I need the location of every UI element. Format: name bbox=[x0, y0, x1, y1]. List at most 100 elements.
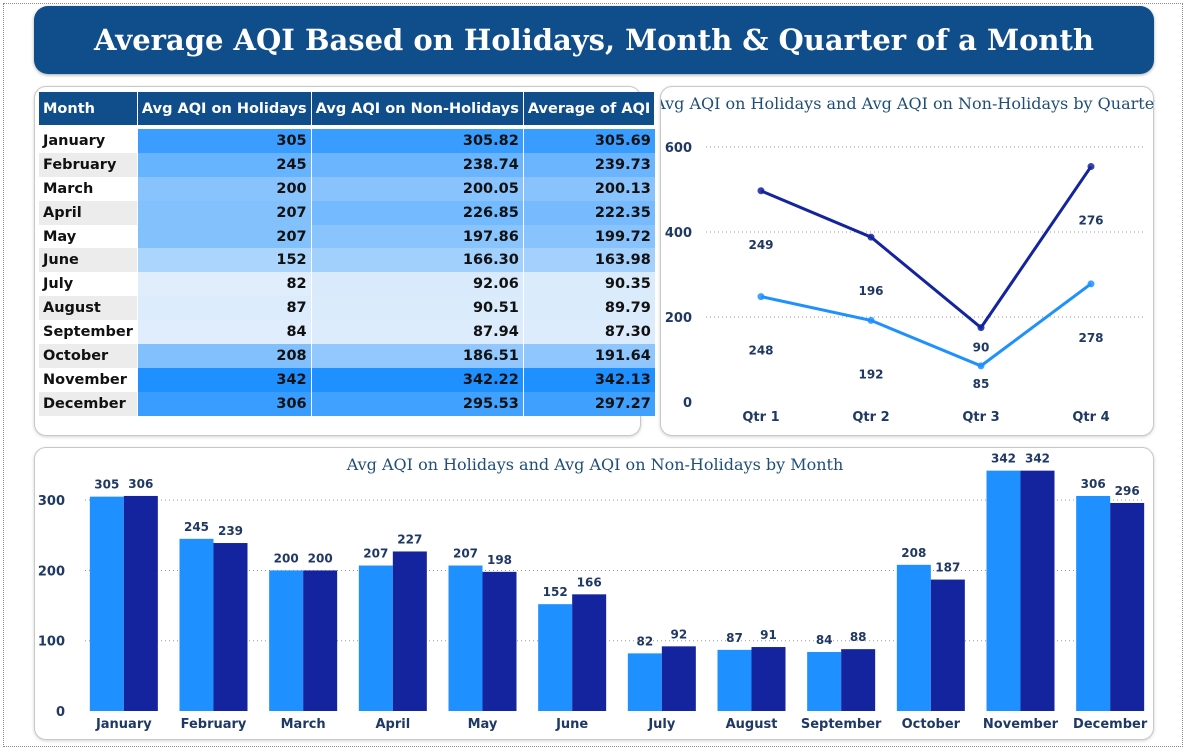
x-tick-label: Qtr 2 bbox=[852, 410, 889, 425]
table-header-cell: Avg AQI on Non-Holidays bbox=[311, 92, 524, 125]
data-label: 200 bbox=[308, 551, 333, 565]
x-tick-label: Qtr 1 bbox=[742, 410, 779, 425]
y-tick-label: 400 bbox=[665, 226, 692, 241]
table-header-cell: Avg AQI on Holidays bbox=[137, 92, 312, 125]
data-label: 200 bbox=[274, 551, 299, 565]
bar bbox=[661, 646, 696, 711]
data-label: 245 bbox=[184, 520, 209, 534]
table-row: July 82 92.06 90.35 bbox=[39, 272, 655, 297]
month-cell: March bbox=[39, 176, 138, 201]
table-row: March 200 200.05 200.13 bbox=[39, 176, 655, 201]
x-tick-label: Qtr 3 bbox=[962, 410, 999, 425]
value-cell: 239.73 bbox=[522, 152, 655, 177]
value-cell: 226.85 bbox=[310, 200, 524, 225]
data-point bbox=[1087, 280, 1095, 288]
data-label: 306 bbox=[1081, 477, 1106, 491]
value-cell: 222.35 bbox=[522, 200, 655, 225]
data-label: 88 bbox=[850, 630, 867, 644]
x-tick-label: October bbox=[902, 717, 961, 732]
value-cell: 238.74 bbox=[310, 152, 524, 177]
table-row: August 87 90.51 89.79 bbox=[39, 296, 655, 321]
data-label: 84 bbox=[816, 633, 833, 647]
dashboard-frame bbox=[3, 3, 1183, 747]
data-label: 192 bbox=[858, 367, 883, 381]
table-row: December 306 295.53 297.27 bbox=[39, 391, 655, 416]
bar bbox=[627, 653, 662, 711]
value-cell: 90.51 bbox=[310, 296, 524, 321]
dashboard-title: Average AQI Based on Holidays, Month & Q… bbox=[34, 6, 1154, 74]
value-cell: 200 bbox=[136, 176, 312, 201]
data-label: 85 bbox=[973, 377, 990, 391]
value-cell: 191.64 bbox=[522, 344, 655, 368]
table-row: May 207 197.86 199.72 bbox=[39, 224, 655, 249]
bar bbox=[930, 579, 965, 711]
value-cell: 305 bbox=[136, 129, 312, 153]
bar bbox=[123, 495, 158, 711]
x-tick-label: September bbox=[801, 717, 882, 732]
table-row: June 152 166.30 163.98 bbox=[39, 248, 655, 273]
value-cell: 89.79 bbox=[522, 296, 655, 321]
value-cell: 90.35 bbox=[522, 272, 655, 297]
bar bbox=[179, 538, 214, 711]
table-row: February 245 238.74 239.73 bbox=[39, 152, 655, 177]
data-label: 227 bbox=[397, 532, 422, 546]
value-cell: 166.30 bbox=[310, 248, 524, 273]
bar bbox=[89, 496, 124, 711]
value-cell: 199.72 bbox=[522, 224, 655, 249]
data-label: 296 bbox=[1115, 484, 1140, 498]
data-label: 249 bbox=[748, 238, 773, 252]
table-row: October 208 186.51 191.64 bbox=[39, 344, 655, 368]
bar bbox=[269, 570, 304, 711]
table-spacer bbox=[39, 125, 655, 129]
bar bbox=[807, 651, 842, 711]
value-cell: 342.22 bbox=[310, 367, 524, 392]
bar bbox=[358, 565, 393, 711]
value-cell: 152 bbox=[136, 248, 312, 273]
value-cell: 197.86 bbox=[310, 224, 524, 249]
data-label: 92 bbox=[670, 627, 687, 641]
y-tick-label: 200 bbox=[665, 311, 692, 326]
month-cell: August bbox=[39, 296, 138, 321]
data-point bbox=[757, 187, 765, 195]
bar bbox=[303, 570, 338, 711]
month-cell: January bbox=[39, 129, 138, 153]
x-tick-label: February bbox=[181, 717, 247, 732]
month-table-card: Month Avg AQI on Holidays Avg AQI on Non-H… bbox=[34, 86, 656, 436]
table-header-cell: Month bbox=[39, 92, 138, 125]
month-cell: July bbox=[39, 272, 138, 297]
series-line bbox=[760, 165, 1093, 330]
y-tick-label: 300 bbox=[38, 494, 65, 509]
month-bar-chart-card: Avg AQI on Holidays and Avg AQI on Non-H… bbox=[34, 447, 1154, 740]
data-label: 342 bbox=[991, 452, 1016, 466]
data-label: 166 bbox=[577, 575, 602, 589]
bar bbox=[213, 543, 248, 711]
data-label: 342 bbox=[1025, 452, 1050, 466]
value-cell: 92.06 bbox=[310, 272, 524, 297]
data-point bbox=[867, 316, 875, 324]
data-label: 196 bbox=[858, 284, 883, 298]
quarter-line-chart: Avg AQI on Holidays and Avg AQI on Non-H… bbox=[653, 94, 1162, 425]
y-tick-label: 0 bbox=[683, 396, 692, 411]
month-cell: June bbox=[39, 248, 138, 273]
data-label: 208 bbox=[901, 546, 926, 560]
table-row: January 305 305.82 305.69 bbox=[39, 129, 655, 153]
data-label: 306 bbox=[128, 477, 153, 491]
bar bbox=[1076, 495, 1111, 711]
bar bbox=[1110, 502, 1145, 711]
bar bbox=[482, 571, 517, 711]
table-row: September 84 87.94 87.30 bbox=[39, 320, 655, 345]
data-point bbox=[1087, 163, 1095, 171]
bar bbox=[1020, 470, 1055, 711]
table-row: November 342 342.22 342.13 bbox=[39, 367, 655, 392]
x-tick-label: March bbox=[281, 717, 326, 732]
value-cell: 305.69 bbox=[522, 129, 655, 153]
bar bbox=[841, 649, 876, 711]
y-tick-label: 100 bbox=[38, 635, 65, 650]
bar bbox=[986, 470, 1021, 711]
data-label: 239 bbox=[218, 524, 243, 538]
x-tick-label: July bbox=[647, 717, 676, 732]
data-label: 248 bbox=[748, 344, 773, 358]
data-label: 82 bbox=[636, 634, 653, 648]
bar bbox=[538, 604, 573, 711]
value-cell: 200.13 bbox=[522, 176, 655, 201]
